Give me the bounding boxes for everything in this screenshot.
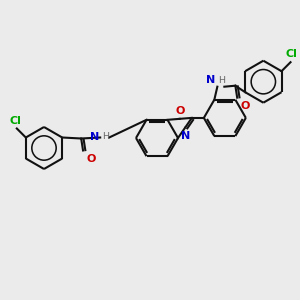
- Text: H: H: [102, 132, 109, 141]
- Text: O: O: [240, 101, 250, 111]
- Text: N: N: [206, 75, 215, 85]
- Text: N: N: [90, 131, 99, 142]
- Text: Cl: Cl: [10, 116, 22, 125]
- Text: N: N: [181, 131, 190, 141]
- Text: Cl: Cl: [286, 49, 298, 59]
- Text: H: H: [218, 76, 225, 85]
- Text: O: O: [176, 106, 185, 116]
- Text: O: O: [86, 154, 96, 164]
